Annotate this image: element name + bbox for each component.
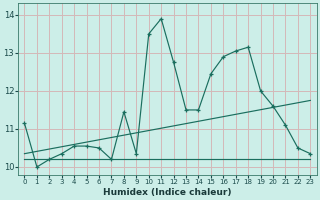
X-axis label: Humidex (Indice chaleur): Humidex (Indice chaleur) [103,188,232,197]
